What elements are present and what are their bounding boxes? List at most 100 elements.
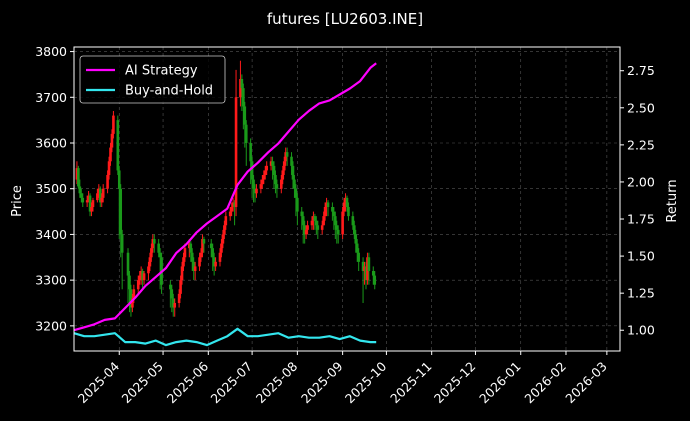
candle-body [322,216,325,226]
candle [357,248,360,271]
candle-body [367,257,371,271]
candle [249,138,252,185]
candle-body [335,225,339,230]
candle-body [282,161,286,171]
candle-body [271,161,274,166]
candle [281,165,285,185]
candle [259,179,263,194]
candle [351,211,355,230]
candle-body [75,168,79,180]
candle [347,202,350,221]
candle-body [234,97,238,207]
candle [293,175,296,198]
candle-body [357,252,360,262]
candle [326,200,330,217]
candle-body [290,156,293,166]
candle-body [263,170,267,175]
candle-body [249,143,252,162]
candle-body [272,165,276,175]
candle-body [180,266,184,281]
candle-body [363,266,366,271]
candle [242,83,245,130]
candle [371,266,375,285]
candle-body [351,216,355,226]
candle-body [90,207,93,212]
candle-body [119,188,123,235]
candle [233,200,236,226]
candle-body [332,211,336,217]
candle-body [252,179,255,189]
candle [141,268,144,290]
candle-body [228,211,232,217]
candle-body [147,266,150,274]
candle-body [250,161,254,180]
candle-body [296,197,299,212]
candle-body [138,275,141,281]
candle-body [218,252,222,262]
candle [212,252,216,276]
candle-body [316,225,320,230]
candle-body [275,184,279,189]
candle [323,202,327,221]
candle [198,252,201,271]
candle [151,234,155,253]
candle [334,211,337,239]
candle [117,165,121,239]
legend-box [79,55,226,104]
y-tick-label-right: 1.75 [627,212,655,227]
candle-body [294,188,298,198]
candle-body [151,239,155,249]
candle [152,234,156,253]
candle [87,191,90,203]
candle [85,195,89,207]
candle-body [77,168,80,187]
candle [306,220,309,235]
candle-body [169,284,172,290]
candle [91,197,95,212]
candle [320,220,324,235]
candle [100,193,104,207]
candle [304,225,308,239]
candle [280,175,283,194]
candle [290,152,293,175]
candle-body [177,293,181,303]
candle [75,161,79,185]
candle-body [148,257,152,267]
candle-body [139,271,143,276]
buy-and-hold-line [73,327,377,347]
candle-body [171,298,175,308]
candle-body [341,211,344,235]
candle [284,147,287,166]
candle-body [141,271,144,281]
y-tick-label-right: 1.00 [627,323,655,338]
candle-body [78,186,82,194]
candle [366,252,369,285]
candle-body [170,289,174,299]
candle-body [253,188,257,194]
candle-body [182,257,185,267]
candle [170,284,174,313]
candle [275,179,279,198]
candle-body [303,225,306,235]
candle-body [355,243,359,253]
candle [291,161,295,189]
y-tick-label-left: 3800 [35,44,67,59]
candle-body [212,257,216,267]
candle [189,241,193,262]
candle-body [285,152,289,157]
y-tick-label-left: 3300 [35,273,67,288]
candle-body [280,179,283,189]
candle-body [313,216,317,221]
candle [272,161,276,189]
y-tick-label-right: 1.50 [627,249,655,264]
candle-body [344,197,347,203]
candle-body [88,195,92,212]
y-tick-label-right: 2.25 [627,137,655,152]
candle-body [304,229,308,235]
candle-body [173,303,177,308]
candle-body [106,175,109,189]
candle [79,188,83,203]
candle-body [129,289,133,308]
candle-body [323,207,327,217]
candle-body [230,207,233,212]
